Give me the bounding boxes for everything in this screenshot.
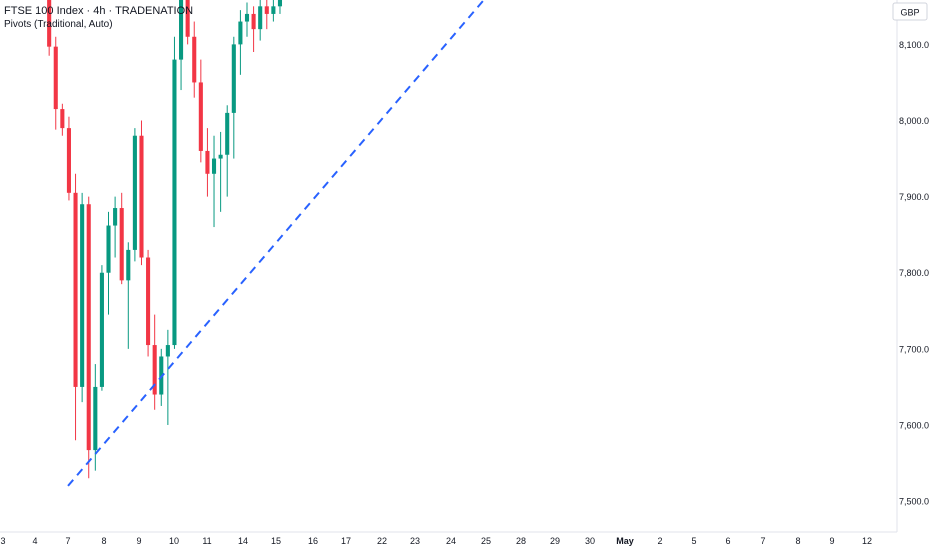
price-tick-label: 7,900.0: [899, 192, 929, 202]
price-tick-label: 7,800.0: [899, 268, 929, 278]
time-tick-label: 25: [481, 536, 491, 546]
time-tick-label: 29: [550, 536, 560, 546]
chart-header: FTSE 100 Index · 4h · TRADENATION Pivots…: [4, 4, 193, 32]
candle-body: [198, 82, 203, 151]
candle-body: [205, 150, 210, 174]
candle-body: [93, 386, 98, 451]
candle-body: [277, 0, 283, 7]
candle-body: [231, 44, 236, 113]
price-tick-label: 8,000.0: [899, 116, 929, 126]
trendline: [67, 0, 486, 487]
currency-label: GBP: [900, 8, 919, 18]
candle-body: [99, 272, 104, 387]
candle-body: [218, 154, 223, 159]
time-tick-label: 16: [308, 536, 318, 546]
candle-body: [60, 109, 65, 129]
candle-body: [258, 6, 263, 30]
price-axis: GBP 7,500.0 7,600.0 7,700.0 7,800.0 7,900.0 8,…: [892, 0, 929, 532]
time-tick-label: 7: [760, 536, 765, 546]
time-tick-label: 5: [691, 536, 696, 546]
candle-body: [73, 192, 78, 387]
candle-body: [113, 208, 118, 226]
time-tick-label: 10: [169, 536, 179, 546]
time-tick-label: 3: [0, 536, 5, 546]
candles: [47, 0, 283, 479]
currency-badge: [892, 2, 928, 21]
time-tick-label: 2: [657, 536, 662, 546]
time-axis: 3 4 7 8 9 10 11 14 15 16 17 22 23 24 25 28 29 30 May 2 5 6 7 8 9…: [0, 531, 897, 546]
time-tick-label: 8: [795, 536, 800, 546]
candle-body: [244, 13, 250, 22]
indicator-label[interactable]: Pivots (Traditional, Auto): [4, 19, 113, 30]
candle-body: [119, 208, 124, 281]
candle-body: [146, 257, 151, 346]
drawings: [67, 0, 486, 487]
candle-body: [80, 204, 85, 387]
time-tick-label: 7: [65, 536, 70, 546]
time-tick-label: 9: [829, 536, 834, 546]
price-tick-label: 8,100.0: [899, 40, 929, 50]
candle-body: [66, 128, 71, 193]
price-tick-label: 7,500.0: [899, 497, 929, 507]
candle-body: [271, 6, 276, 14]
time-tick-label: 23: [410, 536, 420, 546]
time-tick-label: 28: [516, 536, 526, 546]
time-tick-label: 30: [585, 536, 595, 546]
time-tick-label: 14: [238, 536, 248, 546]
candle-body: [126, 249, 131, 281]
candle-body: [106, 225, 111, 273]
candle-body: [172, 59, 177, 346]
time-tick-label: 6: [725, 536, 730, 546]
candle-body: [225, 112, 230, 155]
time-tick-label: 15: [271, 536, 281, 546]
candle-body: [86, 204, 91, 451]
price-tick-label: 7,700.0: [899, 344, 929, 354]
price-tick-label: 7,600.0: [899, 420, 929, 430]
time-tick-label: 24: [446, 536, 456, 546]
candle-body: [238, 21, 243, 45]
time-tick-label: 4: [32, 536, 37, 546]
time-tick-label: 22: [377, 536, 387, 546]
candle-body: [251, 13, 256, 30]
chart-title: FTSE 100 Index · 4h · TRADENATION: [4, 5, 194, 17]
candle-body: [192, 36, 197, 83]
candle-body: [264, 6, 269, 14]
candle-body: [132, 135, 137, 250]
candle-body: [53, 46, 58, 110]
time-tick-label: 12: [862, 536, 872, 546]
time-tick-label: 9: [136, 536, 141, 546]
time-tick-label: 17: [341, 536, 351, 546]
candle-body: [139, 135, 144, 258]
candle-body: [165, 345, 170, 357]
time-tick-label: 11: [202, 536, 211, 546]
candle-body: [179, 0, 184, 60]
candle-body: [211, 158, 217, 174]
candle-body: [152, 345, 157, 395]
time-tick-label: 8: [101, 536, 106, 546]
time-tick-label: May: [616, 536, 634, 546]
candle-body: [47, 0, 52, 47]
candle-body: [185, 0, 190, 37]
